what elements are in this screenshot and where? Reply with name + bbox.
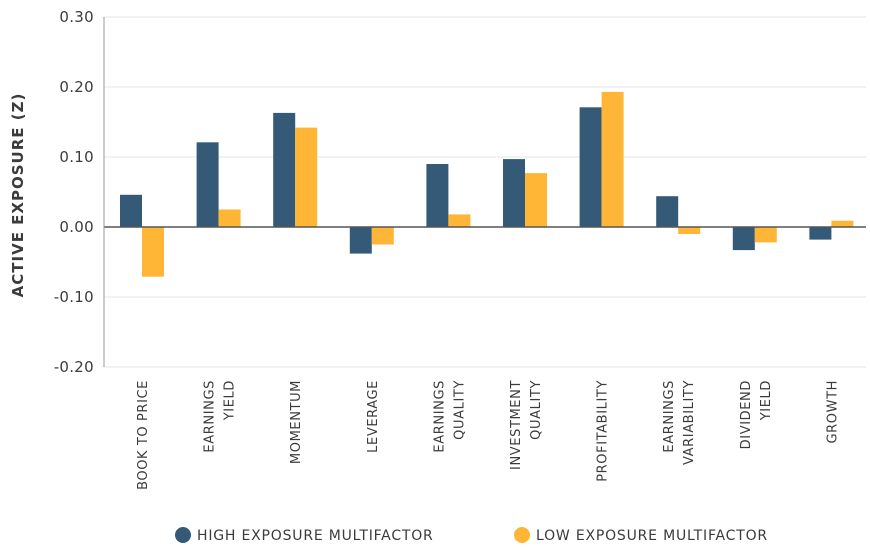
category-label-line: YIELD xyxy=(223,380,238,421)
category-label-line: QUALITY xyxy=(452,380,467,440)
bar-high-3 xyxy=(349,227,372,254)
category-label-line: PROFITABILITY xyxy=(596,380,611,482)
legend-label-high: HIGH EXPOSURE MULTIFACTOR xyxy=(197,528,434,544)
bar-low-2 xyxy=(295,127,318,227)
bar-low-3 xyxy=(371,227,394,245)
category-label-line: YIELD xyxy=(759,380,774,421)
category-label: LEVERAGE xyxy=(366,380,381,453)
category-labels: BOOK TO PRICE EARNINGS YIELD MOMENTUM LEVERA… xyxy=(136,380,840,490)
bar-low-5 xyxy=(525,173,547,227)
bar-high-0 xyxy=(120,194,142,227)
bars xyxy=(120,91,854,277)
y-tick-label: 0.00 xyxy=(59,218,94,236)
legend: HIGH EXPOSURE MULTIFACTOR LOW EXPOSURE MU… xyxy=(175,527,768,544)
bar-high-5 xyxy=(503,159,525,227)
gridlines xyxy=(104,16,866,368)
bar-high-7 xyxy=(656,196,679,227)
bar-high-2 xyxy=(273,112,296,227)
legend-marker-low xyxy=(514,527,530,543)
bar-low-1 xyxy=(218,209,241,227)
bar-low-6 xyxy=(601,91,624,228)
bar-high-4 xyxy=(426,164,449,227)
category-label-line: GROWTH xyxy=(825,380,840,444)
category-label-line: EARNINGS xyxy=(662,380,677,453)
category-label-line: INVESTMENT xyxy=(509,380,524,470)
y-axis-title: ACTIVE EXPOSURE (Z) xyxy=(9,93,27,298)
bar-low-4 xyxy=(448,214,471,227)
category-label: MOMENTUM xyxy=(289,380,304,464)
y-tick-label: 0.20 xyxy=(59,78,94,96)
bar-low-0 xyxy=(142,227,164,277)
category-label: DIVIDEND YIELD xyxy=(739,380,774,449)
category-label-line: BOOK TO PRICE xyxy=(136,380,151,490)
bar-high-6 xyxy=(579,107,602,227)
y-tick-label: 0.10 xyxy=(59,148,94,166)
category-label: EARNINGS VARIABILITY xyxy=(662,380,697,465)
category-label-line: QUALITY xyxy=(529,380,544,440)
category-label-line: LEVERAGE xyxy=(366,380,381,453)
category-label: BOOK TO PRICE xyxy=(136,380,151,490)
bar-high-1 xyxy=(196,142,219,227)
category-label-line: VARIABILITY xyxy=(682,380,697,465)
bar-high-8 xyxy=(732,227,755,251)
category-label: INVESTMENT QUALITY xyxy=(509,380,544,470)
category-label-line: MOMENTUM xyxy=(289,380,304,464)
y-tick-labels: 0.30 0.20 0.10 0.00 -0.10 -0.20 xyxy=(54,8,94,376)
category-label-line: DIVIDEND xyxy=(739,380,754,449)
category-label: EARNINGS QUALITY xyxy=(432,380,467,453)
legend-marker-high xyxy=(175,527,191,543)
bar-high-9 xyxy=(809,227,832,240)
legend-label-low: LOW EXPOSURE MULTIFACTOR xyxy=(536,528,768,544)
category-label-line: EARNINGS xyxy=(203,380,218,453)
y-tick-label: -0.10 xyxy=(54,288,94,306)
y-tick-label: 0.30 xyxy=(59,8,94,26)
bar-low-9 xyxy=(831,220,854,227)
category-label: GROWTH xyxy=(825,380,840,444)
category-label-line: EARNINGS xyxy=(432,380,447,453)
category-label: PROFITABILITY xyxy=(596,380,611,482)
y-tick-label: -0.20 xyxy=(54,358,94,376)
bar-low-8 xyxy=(754,227,777,243)
category-label: EARNINGS YIELD xyxy=(203,380,238,453)
bar-low-7 xyxy=(678,227,701,234)
